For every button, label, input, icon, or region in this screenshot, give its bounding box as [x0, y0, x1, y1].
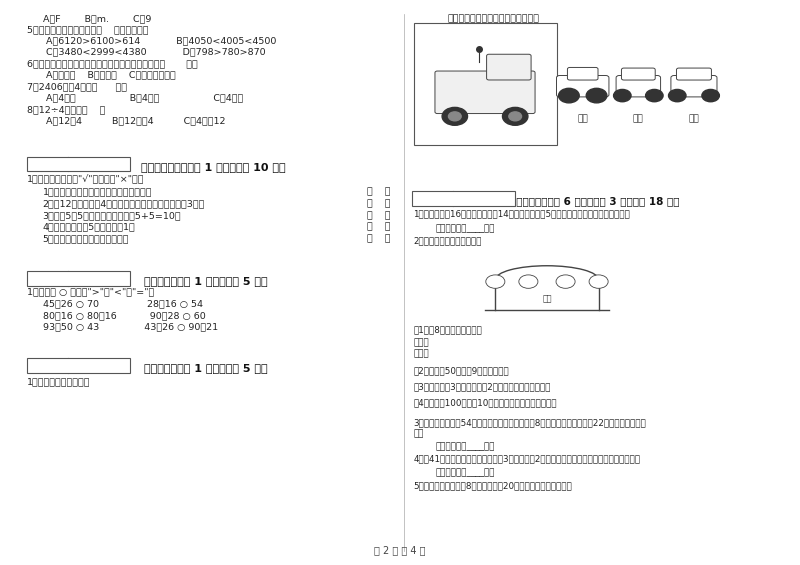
Text: 3．面包房一共做了54个面包，第一批小朋友买了8个，第二批小朋友买了22个，现在剩下多少: 3．面包房一共做了54个面包，第一批小朋友买了8个，第二批小朋友买了22个，现在…	[414, 418, 646, 427]
Text: 评卷人: 评卷人	[74, 159, 88, 168]
Text: 2．把12个苹果分给4个小朋友，每个小朋友都能分到3个。: 2．把12个苹果分给4个小朋友，每个小朋友都能分到3个。	[42, 199, 205, 208]
Text: 答：可以分成____组。: 答：可以分成____组。	[436, 224, 495, 233]
Text: （    ）: （ ）	[367, 211, 390, 220]
Circle shape	[558, 88, 579, 103]
FancyBboxPatch shape	[671, 76, 717, 97]
Text: 1．每一句口诀都可以写出两道除法算式。: 1．每一句口诀都可以写出两道除法算式。	[42, 188, 152, 197]
Text: 评卷人: 评卷人	[74, 361, 88, 370]
FancyBboxPatch shape	[486, 54, 531, 80]
Text: 小明: 小明	[511, 137, 522, 146]
Text: A．五边形    B．三角形    C．以上都有可能: A．五边形 B．三角形 C．以上都有可能	[46, 71, 176, 80]
Circle shape	[486, 275, 505, 288]
Text: 1．我会在 ○ 里填上">"，"<"，"="。: 1．我会在 ○ 里填上">"，"<"，"="。	[26, 288, 154, 297]
FancyBboxPatch shape	[622, 68, 655, 80]
Text: 答：现在剩下____个。: 答：现在剩下____个。	[436, 442, 495, 451]
Circle shape	[449, 112, 461, 121]
Circle shape	[519, 275, 538, 288]
Text: 五、判断对与错（共 1 大题，共计 10 分）: 五、判断对与错（共 1 大题，共计 10 分）	[141, 162, 286, 172]
Text: A．6120>6100>614            B．4050<4005<4500: A．6120>6100>614 B．4050<4005<4500	[46, 36, 277, 45]
Text: （    ）: （ ）	[367, 223, 390, 232]
Text: 小红: 小红	[430, 27, 440, 36]
Circle shape	[556, 275, 575, 288]
Text: 加法：: 加法：	[414, 350, 430, 359]
Text: （2）小阳拿50元，买9张门票够吗？: （2）小阳拿50元，买9张门票够吗？	[414, 366, 510, 375]
Text: 得分: 得分	[34, 274, 44, 283]
Text: 评卷人: 评卷人	[459, 194, 474, 203]
Text: 门票: 门票	[542, 294, 552, 303]
Text: 个？: 个？	[414, 429, 424, 438]
Text: A．12乘4          B．12除以4          C．4除以12: A．12乘4 B．12除以4 C．4除以12	[46, 116, 226, 125]
Circle shape	[614, 89, 631, 102]
Text: （4）小红拿100元，买10张门票，还可以剩下多少钱？: （4）小红拿100元，买10张门票，还可以剩下多少钱？	[414, 398, 557, 407]
Text: 答：可以分成____组。: 答：可以分成____组。	[436, 468, 495, 477]
Circle shape	[702, 89, 719, 102]
Text: 8．12÷4读作：（    ）: 8．12÷4读作：（ ）	[26, 105, 105, 114]
Circle shape	[669, 89, 686, 102]
Bar	[412, 192, 515, 206]
Text: 4．有41只兔，小黑的只数是小兔的3倍，现在每2只小黑分成一组去拍卖园，可以分成几组？: 4．有41只兔，小黑的只数是小兔的3倍，现在每2只小黑分成一组去拍卖园，可以分成…	[414, 454, 641, 463]
Text: 93－50 ○ 43               43＋26 ○ 90－21: 93－50 ○ 43 43＋26 ○ 90－21	[42, 323, 218, 332]
Bar	[26, 157, 130, 171]
Circle shape	[646, 89, 663, 102]
Text: 小红: 小红	[578, 115, 588, 124]
Circle shape	[589, 275, 608, 288]
Circle shape	[586, 88, 607, 103]
Text: 八、解决问题（共 6 小题，每题 3 分，共计 18 分）: 八、解决问题（共 6 小题，每题 3 分，共计 18 分）	[510, 197, 679, 206]
Text: （1）买8张门票用多少元？: （1）买8张门票用多少元？	[414, 325, 482, 334]
Text: 1．判断。（对的打"√"，错的打"×"。）: 1．判断。（对的打"√"，错的打"×"。）	[26, 176, 144, 185]
Text: A．4个百                  B．4个十                  C．4个一: A．4个百 B．4个十 C．4个一	[46, 93, 244, 102]
FancyBboxPatch shape	[435, 71, 535, 114]
Circle shape	[509, 112, 522, 121]
Bar	[414, 24, 557, 145]
Text: 请你连一连，下面分别是谁看到的？: 请你连一连，下面分别是谁看到的？	[448, 14, 540, 23]
Text: 七、连一连（共 1 大题，共计 5 分）: 七、连一连（共 1 大题，共计 5 分）	[143, 363, 267, 373]
Circle shape	[502, 107, 528, 125]
Text: 6．把长方形桌面锯掉一个角，剩余部分的形状就是（       ）。: 6．把长方形桌面锯掉一个角，剩余部分的形状就是（ ）。	[26, 59, 198, 68]
Text: 第 2 页 共 4 页: 第 2 页 共 4 页	[374, 545, 426, 555]
Text: 六、比一比（共 1 大题，共计 5 分）: 六、比一比（共 1 大题，共计 5 分）	[143, 276, 267, 286]
Text: 4．除数和商都是5，被除数是1。: 4．除数和商都是5，被除数是1。	[42, 223, 135, 232]
Text: 小东: 小东	[633, 115, 644, 124]
Text: 得分: 得分	[420, 194, 429, 203]
FancyBboxPatch shape	[616, 76, 661, 97]
Text: 小东: 小东	[418, 137, 427, 146]
Text: 5．坐一次摩天轮需要8元，陶气带了20元钱，最多可以坐几次？: 5．坐一次摩天轮需要8元，陶气带了20元钱，最多可以坐几次？	[414, 481, 572, 490]
Text: 5．下列各组数的排列中，（    ）是正确的。: 5．下列各组数的排列中，（ ）是正确的。	[26, 25, 148, 34]
Text: 80－16 ○ 80＋16           90－28 ○ 60: 80－16 ○ 80＋16 90－28 ○ 60	[42, 311, 206, 320]
Text: （    ）: （ ）	[367, 234, 390, 244]
Bar	[26, 358, 130, 372]
Text: C．3480<2999<4380            D．798>780>870: C．3480<2999<4380 D．798>780>870	[46, 47, 266, 56]
Text: 2．星期日同学们去游乐园。: 2．星期日同学们去游乐园。	[414, 237, 482, 246]
FancyBboxPatch shape	[557, 76, 609, 97]
Text: 1．操场上原有16个同学，又来了14个，这些同学每5个一组做游戏，可以分成多少组？: 1．操场上原有16个同学，又来了14个，这些同学每5个一组做游戏，可以分成多少组…	[414, 210, 630, 219]
Text: 1．观察物体，连一连。: 1．观察物体，连一连。	[26, 377, 90, 386]
Text: 5．平移现象改变原物体的大小。: 5．平移现象改变原物体的大小。	[42, 234, 129, 244]
Bar	[26, 271, 130, 286]
Text: 45＋26 ○ 70                28＋16 ○ 54: 45＋26 ○ 70 28＋16 ○ 54	[42, 299, 202, 308]
Text: 得分: 得分	[34, 159, 44, 168]
FancyBboxPatch shape	[567, 67, 598, 80]
Circle shape	[442, 107, 467, 125]
Text: （    ）: （ ）	[367, 199, 390, 208]
Text: （    ）: （ ）	[367, 188, 390, 197]
Text: 算法：: 算法：	[414, 338, 430, 347]
Text: A．F        B．m.        C．9: A．F B．m. C．9	[42, 14, 151, 23]
Text: 3．计算5个5相加的和，可以列式5+5=10。: 3．计算5个5相加的和，可以列式5+5=10。	[42, 211, 181, 220]
Text: 评卷人: 评卷人	[74, 274, 88, 283]
Text: 得分: 得分	[34, 361, 44, 370]
FancyBboxPatch shape	[677, 68, 711, 80]
Text: （3）小红买了3张门票，还剩2元钱，小红带了多少钱？: （3）小红买了3张门票，还剩2元钱，小红带了多少钱？	[414, 382, 551, 391]
Text: 小明: 小明	[689, 115, 699, 124]
Text: 7．2406中的4表示（      ）。: 7．2406中的4表示（ ）。	[26, 82, 126, 91]
